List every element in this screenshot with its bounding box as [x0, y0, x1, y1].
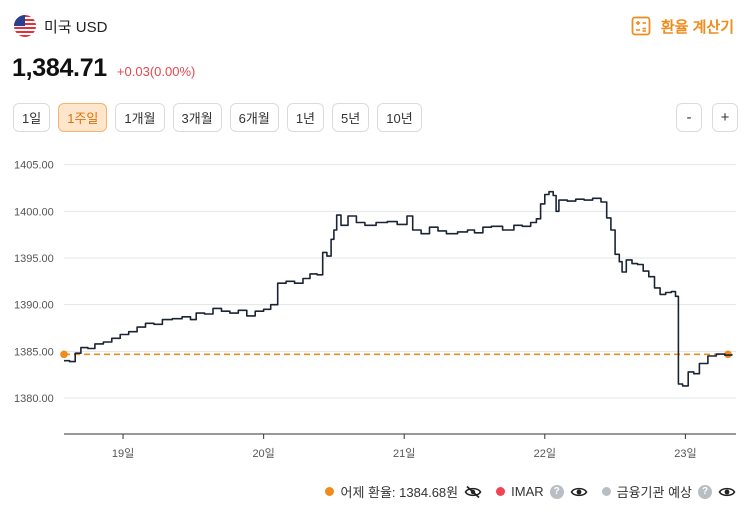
period-1w-button[interactable]: 1주일: [58, 103, 108, 132]
reference-start-marker: [60, 350, 68, 359]
period-3m-button[interactable]: 3개월: [172, 103, 222, 132]
chart-grid: [64, 164, 736, 399]
series-line: [64, 190, 733, 387]
legend-dot-bank-forecast: [601, 487, 611, 496]
current-rate: 1,384.71: [12, 54, 107, 82]
period-5y-button[interactable]: 5년: [332, 103, 370, 132]
period-6m-button[interactable]: 6개월: [229, 103, 279, 132]
reference-line: [60, 350, 732, 359]
us-flag-icon: [14, 15, 36, 37]
eye-icon[interactable]: [718, 485, 736, 499]
legend-dot-imar: [496, 487, 506, 496]
rate-change: +0.03(0.00%): [116, 64, 196, 79]
y-tick-label: 1380.00: [14, 393, 54, 405]
header: 미국 USD 환율 계산기: [14, 12, 734, 40]
legend-item-imar[interactable]: IMAR ?: [496, 484, 588, 499]
legend-label-bank-forecast: 금융기관 예상: [616, 485, 692, 500]
y-tick-label: 1395.00: [14, 253, 54, 265]
exchange-calculator-button[interactable]: 환율 계산기: [631, 16, 734, 37]
eye-icon[interactable]: [570, 485, 588, 499]
rate-summary: 1,384.71 +0.03(0.00%): [12, 54, 195, 83]
legend-dot-yesterday: [325, 487, 335, 496]
help-icon[interactable]: ?: [698, 484, 712, 499]
legend-label-yesterday: 어제 환율: 1384.68원: [340, 485, 459, 500]
period-1y-button[interactable]: 1년: [286, 103, 325, 132]
x-tick-label: 23일: [674, 446, 696, 460]
legend: 어제 환율: 1384.68원 IMAR ? 금융기관 예상 ?: [325, 482, 736, 501]
zoom-out-button[interactable]: -: [676, 103, 702, 132]
period-tabs: 1일 1주일 1개월 3개월 6개월 1년 5년 10년: [13, 103, 422, 132]
zoom-controls: - +: [676, 103, 738, 132]
period-10y-button[interactable]: 10년: [377, 103, 422, 132]
currency-selector[interactable]: 미국 USD: [14, 15, 107, 37]
x-tick-label: 22일: [534, 446, 556, 460]
y-tick-label: 1390.00: [14, 300, 54, 312]
y-tick-label: 1405.00: [14, 160, 54, 172]
calculator-icon: [631, 16, 651, 36]
currency-name: 미국 USD: [44, 18, 108, 36]
eye-slash-icon[interactable]: [464, 485, 482, 499]
x-tick-label: 21일: [393, 446, 415, 460]
legend-item-bank-forecast[interactable]: 금융기관 예상 ?: [601, 482, 736, 501]
period-1m-button[interactable]: 1개월: [115, 103, 165, 132]
legend-label-imar: IMAR: [511, 484, 544, 499]
period-1d-button[interactable]: 1일: [13, 103, 51, 132]
legend-item-yesterday[interactable]: 어제 환율: 1384.68원: [325, 482, 482, 501]
x-tick-label: 20일: [252, 446, 274, 460]
series-lines: [64, 190, 733, 387]
zoom-in-button[interactable]: +: [712, 103, 738, 132]
y-tick-label: 1400.00: [14, 206, 54, 218]
x-axis: 19일 20일 21일 22일 23일: [64, 433, 736, 460]
help-icon[interactable]: ?: [549, 484, 564, 499]
y-axis: 1405.00 1400.00 1395.00 1390.00 1385.00 1380.…: [14, 160, 54, 405]
x-tick-label: 19일: [112, 446, 134, 460]
y-tick-label: 1385.00: [14, 346, 54, 358]
exchange-rate-chart[interactable]: 1405.00 1400.00 1395.00 1390.00 1385.00 1380.…: [0, 150, 754, 460]
calculator-label: 환율 계산기: [660, 18, 734, 36]
